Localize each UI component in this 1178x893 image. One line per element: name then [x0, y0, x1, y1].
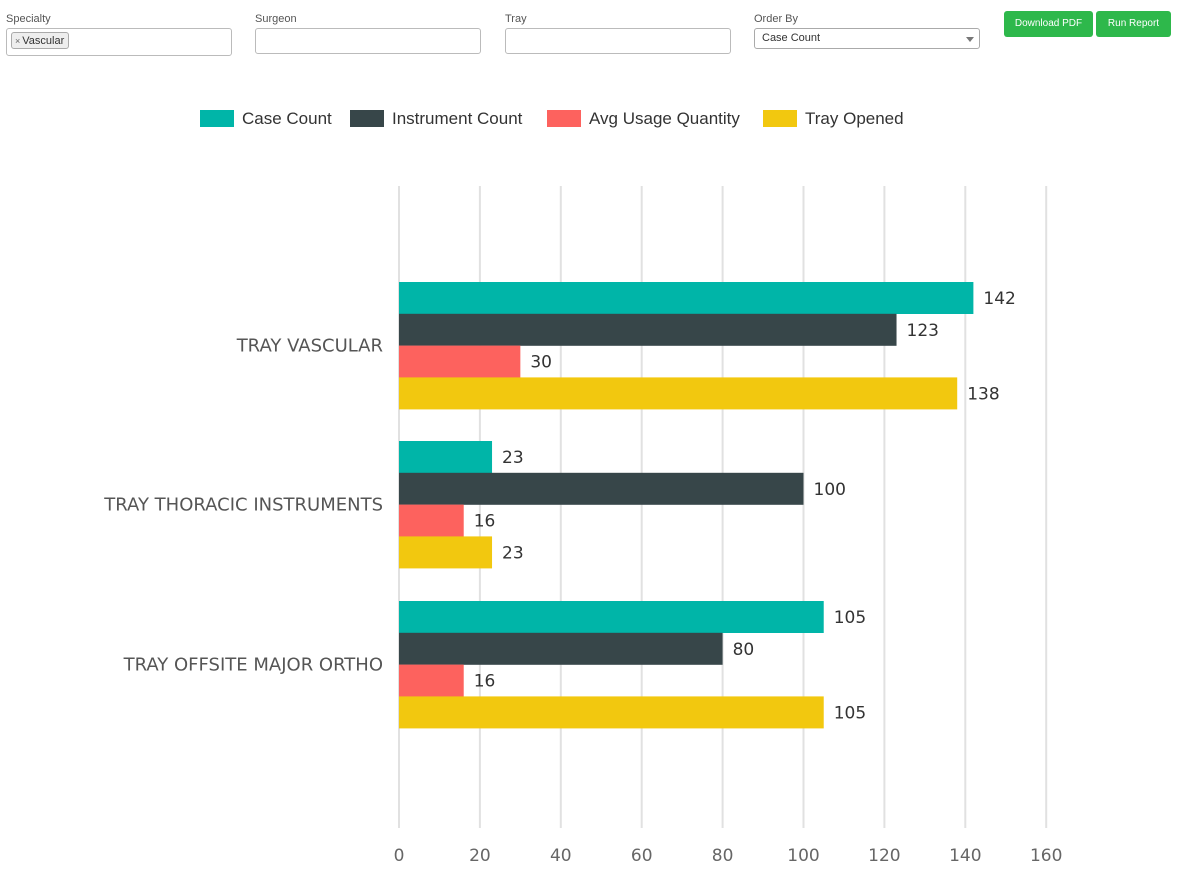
legend-swatch-instrument-count: [350, 110, 384, 127]
legend-label: Avg Usage Quantity: [589, 109, 740, 128]
legend-swatch-tray-opened: [763, 110, 797, 127]
specialty-tag-label: Vascular: [22, 35, 65, 47]
tray-label: Tray: [505, 13, 527, 25]
x-tick-label: 80: [712, 846, 734, 866]
download-pdf-button[interactable]: Download PDF: [1004, 11, 1093, 37]
legend-label: Tray Opened: [805, 109, 904, 128]
legend-item-tray-opened: Tray Opened: [763, 109, 904, 129]
data-label: 16: [474, 672, 496, 692]
x-tick-label: 100: [787, 846, 819, 866]
data-label: 100: [814, 480, 846, 500]
surgeon-label: Surgeon: [255, 13, 297, 25]
tag-remove-icon[interactable]: ×: [15, 36, 21, 46]
legend-swatch-avg-usage: [547, 110, 581, 127]
specialty-field[interactable]: × Vascular: [6, 28, 232, 56]
x-tick-label: 60: [631, 846, 653, 866]
category-label: TRAY OFFSITE MAJOR ORTHO: [123, 655, 383, 676]
category-label: TRAY VASCULAR: [236, 336, 383, 357]
data-label: 142: [983, 289, 1015, 309]
bar: [399, 536, 493, 569]
data-label: 23: [502, 543, 524, 563]
legend-item-case-count: Case Count: [200, 109, 332, 129]
bar: [399, 345, 521, 378]
x-tick-label: 40: [550, 846, 572, 866]
x-tick-label: 0: [394, 846, 405, 866]
category-label: TRAY THORACIC INSTRUMENTS: [103, 495, 383, 516]
legend-swatch-case-count: [200, 110, 234, 127]
data-label: 138: [967, 384, 999, 404]
bar: [399, 632, 723, 665]
legend-item-instrument-count: Instrument Count: [350, 109, 522, 129]
chevron-down-icon: [966, 37, 974, 42]
x-tick-label: 160: [1030, 846, 1062, 866]
data-label: 80: [733, 640, 755, 660]
data-label: 23: [502, 448, 524, 468]
specialty-label: Specialty: [6, 13, 51, 25]
legend-item-avg-usage: Avg Usage Quantity: [547, 109, 740, 129]
specialty-tag[interactable]: × Vascular: [11, 32, 70, 49]
legend-label: Case Count: [242, 109, 332, 128]
bar: [399, 313, 897, 346]
bar: [399, 664, 464, 697]
surgeon-field[interactable]: [255, 28, 481, 54]
run-report-button[interactable]: Run Report: [1096, 11, 1171, 37]
order-by-select[interactable]: Case Count: [754, 28, 980, 49]
data-label: 30: [530, 353, 552, 373]
data-label: 105: [834, 608, 866, 628]
x-tick-label: 20: [469, 846, 491, 866]
order-by-value: Case Count: [762, 32, 821, 44]
bar: [399, 504, 464, 537]
bar: [399, 696, 824, 729]
bar: [399, 601, 824, 633]
bar: [399, 282, 974, 314]
x-tick-label: 140: [949, 846, 981, 866]
tray-field[interactable]: [505, 28, 731, 54]
data-label: 16: [474, 512, 496, 532]
bar: [399, 377, 958, 410]
bar: [399, 472, 804, 505]
data-label: 105: [834, 703, 866, 723]
x-tick-label: 120: [868, 846, 900, 866]
order-by-label: Order By: [754, 13, 799, 25]
bar: [399, 441, 493, 473]
legend-label: Instrument Count: [392, 109, 523, 128]
data-label: 123: [907, 321, 939, 341]
